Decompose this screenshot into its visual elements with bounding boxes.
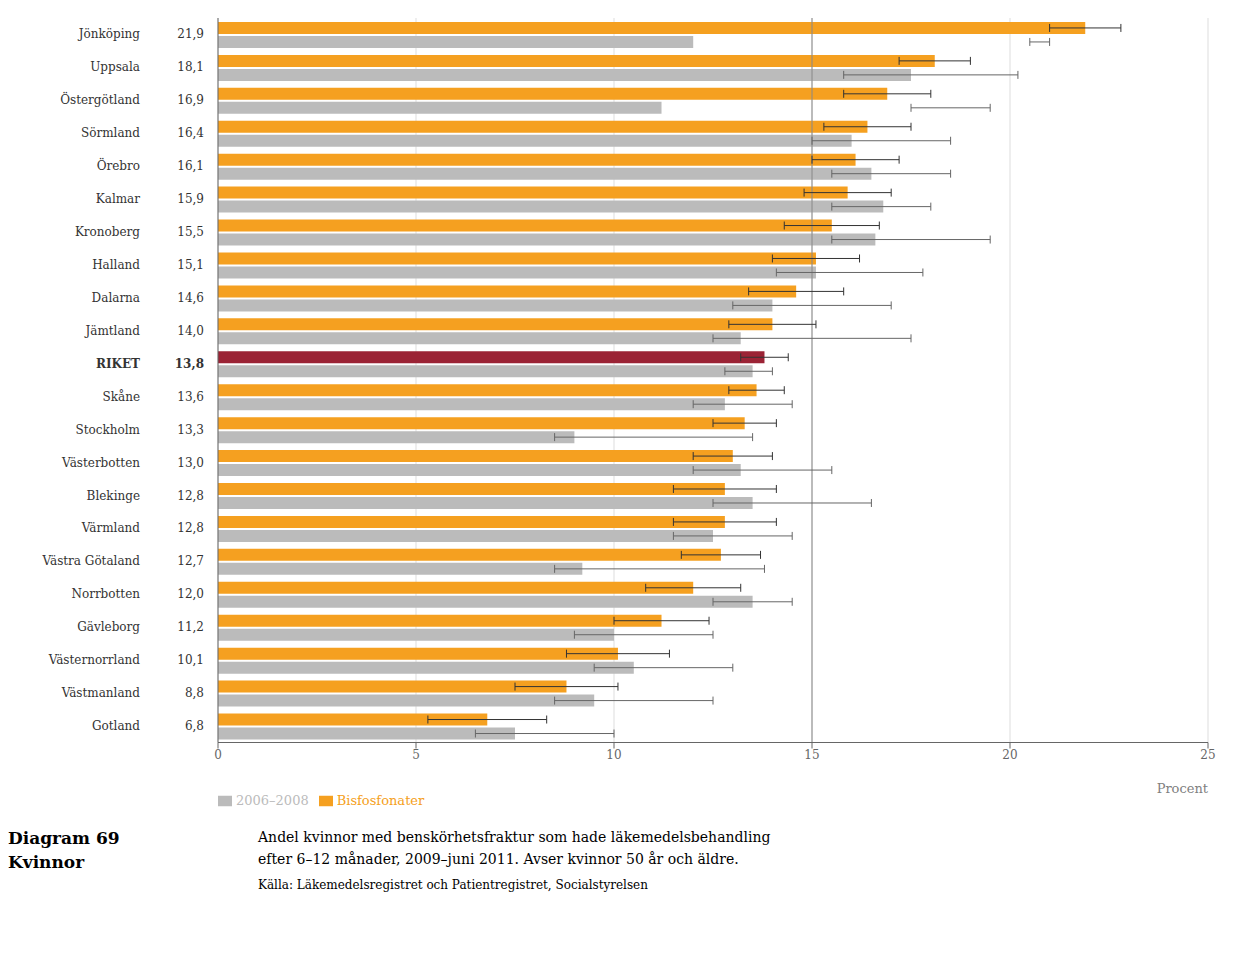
svg-text:15,5: 15,5 — [177, 225, 204, 239]
svg-text:15: 15 — [804, 748, 819, 762]
svg-text:13,6: 13,6 — [177, 390, 204, 404]
svg-text:Västra Götaland: Västra Götaland — [41, 554, 140, 568]
svg-text:Östergötland: Östergötland — [60, 91, 140, 107]
svg-text:20: 20 — [1002, 748, 1017, 762]
svg-text:12,0: 12,0 — [177, 587, 204, 601]
html-text:Diagram 69: Diagram 69 — [8, 828, 120, 848]
html-text:efter 6–12 månader, 2009–juni: efter 6–12 månader, 2009–juni 2011. Avse… — [258, 851, 739, 867]
svg-text:Jämtland: Jämtland — [83, 324, 140, 338]
svg-text:14,6: 14,6 — [177, 291, 204, 305]
svg-text:Kronoberg: Kronoberg — [75, 225, 140, 239]
svg-text:15,1: 15,1 — [177, 258, 204, 272]
html-text:Kvinnor: Kvinnor — [8, 852, 85, 872]
svg-text:Sörmland: Sörmland — [81, 126, 140, 140]
svg-text:5: 5 — [412, 748, 420, 762]
svg-text:Blekinge: Blekinge — [87, 489, 140, 503]
svg-text:Gotland: Gotland — [92, 719, 140, 733]
svg-text:Stockholm: Stockholm — [76, 423, 141, 437]
svg-text:16,4: 16,4 — [177, 126, 204, 140]
svg-text:8,8: 8,8 — [185, 686, 204, 700]
html-text:Bisfosfonater: Bisfosfonater — [336, 792, 425, 808]
svg-text:25: 25 — [1200, 748, 1215, 762]
svg-text:14,0: 14,0 — [177, 324, 204, 338]
svg-text:Jönköping: Jönköping — [77, 27, 141, 41]
svg-text:Gävleborg: Gävleborg — [77, 620, 140, 634]
svg-text:15,9: 15,9 — [177, 192, 204, 206]
svg-text:6,8: 6,8 — [185, 719, 204, 733]
svg-text:12,8: 12,8 — [177, 489, 204, 503]
svg-text:Örebro: Örebro — [97, 157, 140, 173]
svg-text:13,0: 13,0 — [177, 456, 204, 470]
svg-text:16,1: 16,1 — [177, 159, 204, 173]
html-text:Källa: Läkemedelsregistret och: Källa: Läkemedelsregistret och Patientre… — [258, 878, 648, 892]
svg-text:RIKET: RIKET — [96, 357, 140, 371]
html-text:2006–2008: 2006–2008 — [236, 792, 309, 808]
svg-text:12,7: 12,7 — [177, 554, 204, 568]
svg-text:Norrbotten: Norrbotten — [71, 587, 140, 601]
svg-text:13,8: 13,8 — [175, 357, 204, 371]
svg-text:Procent: Procent — [1157, 781, 1209, 796]
svg-text:10,1: 10,1 — [177, 653, 204, 667]
svg-text:11,2: 11,2 — [177, 620, 204, 634]
svg-text:18,1: 18,1 — [177, 60, 204, 74]
svg-text:Västmanland: Västmanland — [61, 686, 141, 700]
svg-text:Kalmar: Kalmar — [96, 192, 140, 206]
svg-text:Halland: Halland — [92, 258, 140, 272]
svg-text:21,9: 21,9 — [177, 27, 204, 41]
svg-text:10: 10 — [606, 748, 621, 762]
svg-text:Västernorrland: Västernorrland — [48, 653, 141, 667]
svg-text:Uppsala: Uppsala — [90, 60, 140, 74]
svg-text:16,9: 16,9 — [177, 93, 204, 107]
svg-text:Västerbotten: Västerbotten — [61, 456, 140, 470]
svg-text:12,8: 12,8 — [177, 521, 204, 535]
svg-text:Dalarna: Dalarna — [92, 291, 140, 305]
svg-text:Skåne: Skåne — [103, 389, 140, 404]
svg-text:0: 0 — [214, 748, 222, 762]
svg-text:13,3: 13,3 — [177, 423, 204, 437]
svg-text:Värmland: Värmland — [81, 521, 141, 535]
html-text:Andel kvinnor med benskörhetsf: Andel kvinnor med benskörhetsfraktur som… — [258, 829, 771, 845]
